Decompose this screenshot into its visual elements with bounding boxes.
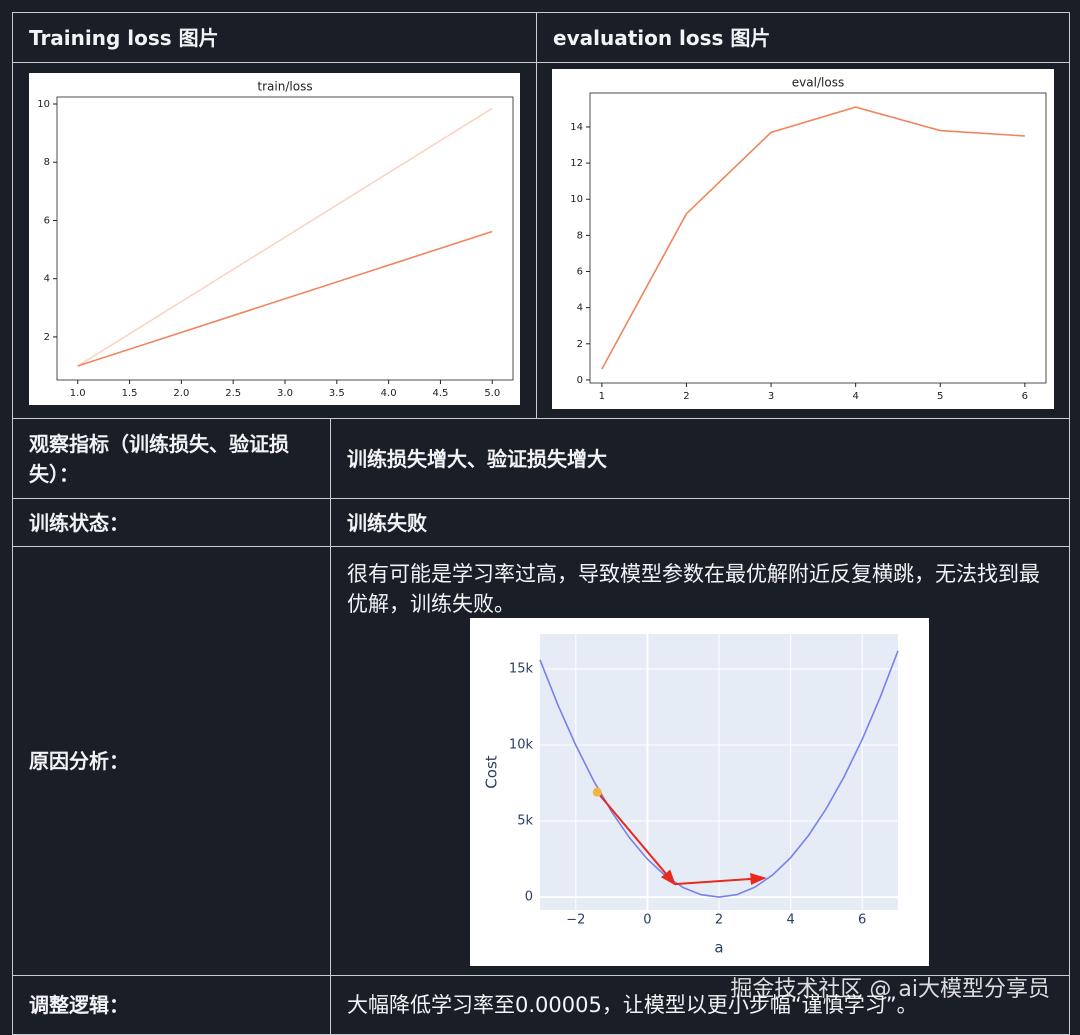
y-tick-label: 12 [570,158,583,169]
x-axis-label: a [714,939,723,957]
x-tick-label: 0 [643,913,651,928]
y-tick-label: 6 [577,267,583,278]
value-cell: 很有可能是学习率过高，导致模型参数在最优解附近反复横跳，无法找到最优解，训练失败… [330,546,1070,976]
plot-frame [589,92,1047,384]
y-tick-label: 2 [577,339,583,350]
label-cell: 调整逻辑： [12,975,331,1035]
x-tick-label: 2 [715,913,723,928]
y-tick-label: 0 [525,890,533,905]
y-tick-label: 8 [577,230,583,241]
x-tick-label: 3.0 [277,388,293,399]
cell-text: 很有可能是学习率过高，导致模型参数在最优解附近反复横跳，无法找到最优解，训练失败… [347,562,1040,616]
chart-title: eval/loss [792,76,844,90]
y-tick-label: 15k [509,661,534,676]
x-tick-label: 2 [683,391,689,402]
x-tick-label: 4.0 [381,388,397,399]
y-tick-label: 14 [570,122,583,133]
marker-point [592,787,602,797]
x-tick-label: 6 [858,913,866,928]
x-tick-label: 2.5 [225,388,241,399]
plot-frame [56,96,514,381]
x-tick-label: 1.0 [70,388,86,399]
y-tick-label: 6 [44,215,50,226]
y-tick-label: 5k [517,814,533,829]
x-tick-label: 3 [768,391,774,402]
data-line [77,230,493,367]
x-tick-label: 4 [786,913,794,928]
x-tick-label: 3.5 [329,388,345,399]
y-tick-label: 2 [44,332,50,343]
x-tick-label: 4 [852,391,858,402]
chart-title: train/loss [257,80,312,94]
x-tick-label: 1.5 [122,388,138,399]
y-tick-label: 10 [37,99,50,110]
chart-background [29,73,520,405]
y-tick-label: 4 [44,274,50,285]
value-cell: 大幅降低学习率至0.00005，让模型以更小步幅“谨慎学习”。 [330,975,1070,1035]
label-cell: 观察指标（训练损失、验证损失）： [12,418,331,499]
x-tick-label: 6 [1022,391,1028,402]
y-tick-label: 0 [577,375,583,386]
data-line [77,107,493,367]
x-tick-label: 4.5 [433,388,449,399]
chart-background [552,69,1054,409]
arrow [596,791,676,886]
y-tick-label: 8 [44,157,50,168]
watermark: 掘金技术社区 @ ai大模型分享员 [730,977,1050,1002]
y-tick-label: 4 [577,303,583,314]
x-tick-label: 1 [599,391,605,402]
x-tick-label: 2.0 [173,388,189,399]
x-tick-label: 5.0 [484,388,500,399]
x-tick-label: 5 [937,391,943,402]
y-tick-label: 10k [509,738,534,753]
x-tick-label: −2 [566,913,585,928]
data-line [601,106,1025,370]
y-axis-label: Cost [483,755,501,788]
y-tick-label: 10 [570,194,583,205]
arrow [674,873,767,886]
